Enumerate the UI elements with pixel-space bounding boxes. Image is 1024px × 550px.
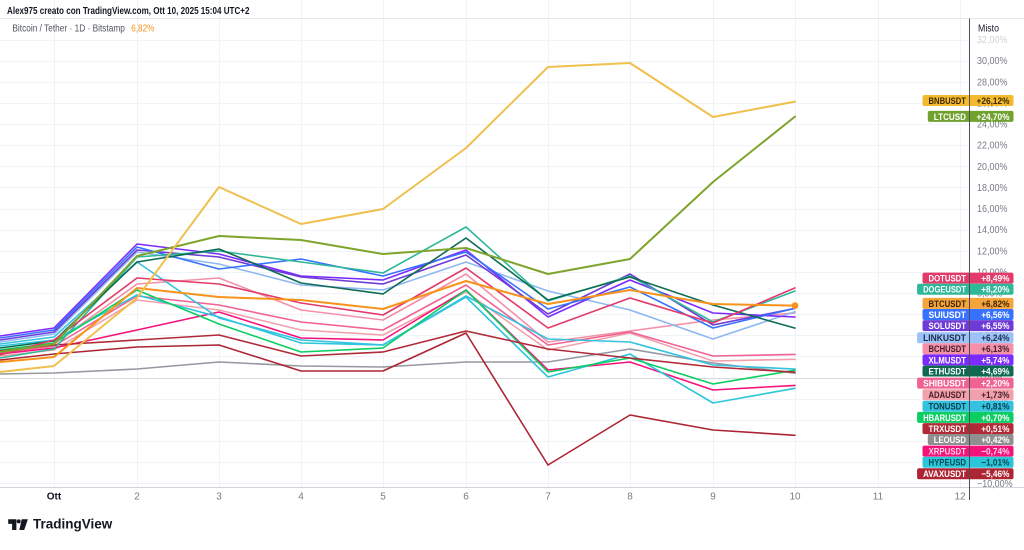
svg-text:AVAXUSDT: AVAXUSDT	[923, 469, 966, 480]
svg-text:ETHUSDT: ETHUSDT	[929, 366, 967, 377]
svg-text:+8,49%: +8,49%	[981, 274, 1010, 285]
svg-text:BNBUSDT: BNBUSDT	[929, 96, 967, 107]
svg-text:Ott: Ott	[47, 492, 62, 503]
svg-text:BTCUSDT: BTCUSDT	[929, 299, 967, 310]
svg-text:32,00%: 32,00%	[977, 35, 1008, 46]
svg-text:SUIUSDT: SUIUSDT	[929, 310, 967, 321]
svg-text:30,00%: 30,00%	[977, 56, 1008, 67]
svg-text:XLMUSDT: XLMUSDT	[929, 355, 967, 366]
svg-text:Misto: Misto	[978, 24, 999, 35]
svg-text:18,00%: 18,00%	[977, 183, 1008, 194]
svg-text:6: 6	[463, 492, 469, 503]
svg-text:12,00%: 12,00%	[977, 246, 1008, 257]
svg-text:20,00%: 20,00%	[977, 162, 1008, 173]
svg-text:16,00%: 16,00%	[977, 204, 1008, 215]
svg-text:XRPUSDT: XRPUSDT	[929, 447, 967, 458]
svg-text:DOGEUSDT: DOGEUSDT	[923, 285, 966, 296]
svg-text:+5,74%: +5,74%	[981, 355, 1010, 366]
svg-text:8: 8	[627, 492, 633, 503]
svg-text:11: 11	[873, 492, 884, 503]
svg-text:+0,81%: +0,81%	[981, 402, 1010, 413]
svg-text:LEOUSD: LEOUSD	[934, 435, 966, 446]
svg-text:+4,69%: +4,69%	[981, 366, 1010, 377]
svg-text:3: 3	[216, 492, 222, 503]
svg-text:22,00%: 22,00%	[977, 141, 1008, 152]
svg-text:SOLUSDT: SOLUSDT	[929, 321, 967, 332]
svg-text:12: 12	[954, 492, 966, 503]
svg-text:−1,01%: −1,01%	[981, 458, 1010, 469]
svg-text:LINKUSDT: LINKUSDT	[923, 333, 966, 344]
svg-text:TRXUSDT: TRXUSDT	[929, 424, 967, 435]
svg-text:+26,12%: +26,12%	[977, 96, 1010, 107]
svg-text:6,82%: 6,82%	[131, 24, 154, 35]
svg-text:Alex975 creato con TradingView: Alex975 creato con TradingView.com, Ott …	[7, 6, 250, 17]
svg-text:Bitcoin / Tether · 1D · Bitsta: Bitcoin / Tether · 1D · Bitstamp	[12, 24, 125, 35]
svg-text:HBARUSDT: HBARUSDT	[923, 413, 966, 424]
svg-text:−10,00%: −10,00%	[977, 479, 1013, 490]
svg-text:28,00%: 28,00%	[977, 77, 1008, 88]
svg-text:+6,82%: +6,82%	[981, 299, 1010, 310]
svg-text:TradingView: TradingView	[33, 517, 113, 532]
svg-text:+2,20%: +2,20%	[981, 379, 1010, 390]
svg-text:BCHUSDT: BCHUSDT	[929, 344, 967, 355]
svg-text:DOTUSDT: DOTUSDT	[929, 274, 967, 285]
svg-text:LTCUSD: LTCUSD	[934, 112, 966, 123]
svg-text:+0,70%: +0,70%	[981, 413, 1010, 424]
svg-text:TONUSDT: TONUSDT	[929, 402, 967, 413]
svg-text:24,00%: 24,00%	[977, 120, 1008, 131]
svg-text:+6,24%: +6,24%	[981, 333, 1010, 344]
svg-text:4: 4	[298, 492, 304, 503]
svg-text:SHIBUSDT: SHIBUSDT	[923, 379, 966, 390]
svg-text:+0,51%: +0,51%	[981, 424, 1010, 435]
svg-text:+6,13%: +6,13%	[981, 344, 1010, 355]
svg-text:+6,55%: +6,55%	[981, 321, 1010, 332]
svg-text:−0,74%: −0,74%	[981, 447, 1010, 458]
svg-text:14,00%: 14,00%	[977, 225, 1008, 236]
svg-text:7: 7	[545, 492, 551, 503]
svg-text:+1,73%: +1,73%	[981, 390, 1010, 401]
svg-text:+0,42%: +0,42%	[981, 435, 1010, 446]
svg-text:9: 9	[710, 492, 716, 503]
svg-text:2: 2	[134, 492, 140, 503]
svg-text:+8,20%: +8,20%	[981, 285, 1010, 296]
svg-text:ADAUSDT: ADAUSDT	[929, 390, 967, 401]
svg-text:+24,70%: +24,70%	[977, 112, 1010, 123]
svg-text:5: 5	[380, 492, 386, 503]
svg-text:+6,56%: +6,56%	[981, 310, 1010, 321]
svg-text:HYPEUSD: HYPEUSD	[929, 458, 967, 469]
svg-text:10: 10	[789, 492, 801, 503]
svg-text:−5,46%: −5,46%	[981, 469, 1010, 480]
